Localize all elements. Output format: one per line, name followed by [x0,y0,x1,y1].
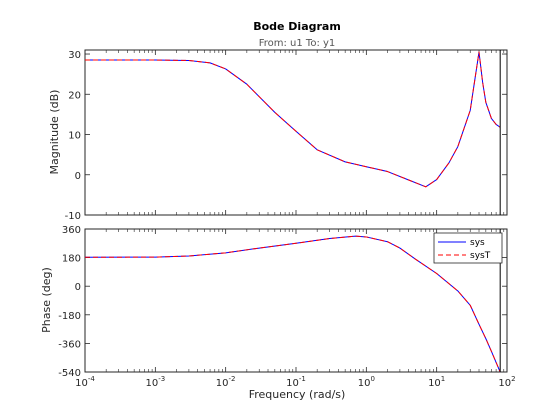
y-tick-label: 180 [62,254,81,265]
x-tick-label: 10-4 [75,375,95,389]
series-line-magnitude-sysT [85,51,501,188]
x-tick-label: 100 [358,375,375,389]
y-tick-label: 30 [68,50,81,61]
y-tick-label: 10 [68,131,81,142]
y-tick-label: 0 [75,282,81,293]
phase-ticks: -540 -360 -180 0 180 360 [58,225,508,379]
magnitude-series [85,50,501,215]
series-line-phase-sysT [84,235,501,373]
x-tick-labels: 10-4 10-3 10-2 10-1 100 101 102 [75,375,515,389]
chart-title: Bode Diagram [253,20,341,33]
y-tick-label: 0 [75,171,81,182]
magnitude-ticks: -10 0 10 20 30 [65,50,508,222]
y-tick-label: -360 [58,339,81,350]
x-tick-label: 102 [498,375,515,389]
x-tick-label: 101 [428,375,445,389]
y-tick-label: 20 [68,90,81,101]
legend-box [433,232,503,264]
y-tick-label: -180 [58,311,81,322]
legend-sysT-label: sysT [470,251,491,261]
phase-ylabel: Phase (deg) [40,267,53,333]
y-tick-label: -10 [65,211,81,222]
y-tick-label: -540 [58,368,81,379]
x-tick-label: 10-2 [216,375,236,389]
magnitude-ylabel: Magnitude (dB) [48,90,61,175]
y-tick-label: 360 [62,225,81,236]
x-tick-label: 10-3 [145,375,165,389]
magnitude-axes-box [84,49,508,216]
x-tick-label: 10-1 [286,375,306,389]
legend: sys sysT [433,232,503,264]
chart-subtitle: From: u1 To: y1 [259,38,336,49]
x-axis-label: Frequency (rad/s) [249,388,346,401]
magnitude-panel: -10 0 10 20 30 Magnitude (dB) [48,49,508,222]
legend-sys-label: sys [470,238,485,248]
